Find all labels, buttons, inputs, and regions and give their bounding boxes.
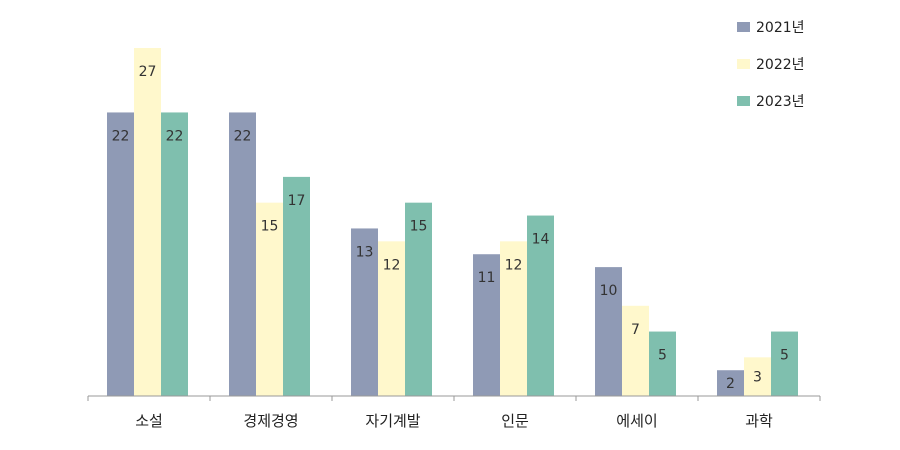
legend-swatch xyxy=(737,96,750,106)
value-label: 2 xyxy=(726,376,735,392)
bar-2-4 xyxy=(500,241,527,396)
value-label: 13 xyxy=(356,244,374,260)
value-label: 22 xyxy=(234,128,252,144)
legend-label: 2021년 xyxy=(756,20,805,36)
category-label: 인문 xyxy=(501,412,529,430)
bar-2-3 xyxy=(378,241,405,396)
value-label: 12 xyxy=(383,257,401,273)
legend-swatch xyxy=(737,22,750,32)
bar-3-2 xyxy=(283,176,310,396)
x-axis: 소설 경제경영 자기계발 인문 에세이 과학 xyxy=(87,395,821,430)
value-label: 15 xyxy=(410,219,428,235)
bar-2-2 xyxy=(256,202,283,396)
value-label: 22 xyxy=(112,128,130,144)
value-label: 15 xyxy=(261,219,279,235)
category-label: 자기계발 xyxy=(365,412,420,430)
category-label: 경제경영 xyxy=(243,412,298,430)
category-label: 과학 xyxy=(745,412,773,430)
bar-1-4 xyxy=(473,254,500,396)
value-label: 17 xyxy=(288,193,306,209)
value-label: 3 xyxy=(753,370,762,386)
value-label: 5 xyxy=(658,348,667,364)
bar-1-3 xyxy=(351,228,378,396)
bar-2-6 xyxy=(744,357,771,396)
bar-3-5 xyxy=(649,331,676,396)
value-label: 7 xyxy=(631,322,640,338)
bar-2-1 xyxy=(134,48,161,396)
value-label: 12 xyxy=(505,257,523,273)
bar-1-1 xyxy=(107,112,134,396)
bar-1-5 xyxy=(595,267,622,396)
value-label: 14 xyxy=(532,232,550,248)
bar-1-6 xyxy=(717,370,744,396)
category-label: 에세이 xyxy=(616,412,657,430)
bar-3-3 xyxy=(405,202,432,396)
value-label: 5 xyxy=(780,348,789,364)
bar-3-1 xyxy=(161,112,188,396)
legend-swatch xyxy=(737,59,750,69)
bars-layer: 22 22 13 11 10 2 27 15 12 12 7 3 22 17 15 14 5 5 xyxy=(107,48,798,396)
bar-2-5 xyxy=(622,305,649,396)
bar-3-6 xyxy=(771,331,798,396)
value-label: 22 xyxy=(166,128,184,144)
category-label: 소설 xyxy=(135,412,163,430)
value-label: 27 xyxy=(139,64,157,80)
bar-3-4 xyxy=(527,215,554,396)
value-label: 10 xyxy=(600,283,618,299)
bar-1-2 xyxy=(229,112,256,396)
legend-label: 2022년 xyxy=(756,57,805,73)
legend-label: 2023년 xyxy=(756,94,805,110)
value-label: 11 xyxy=(478,270,496,286)
legend: 2021년 2022년 2023년 xyxy=(737,20,805,110)
